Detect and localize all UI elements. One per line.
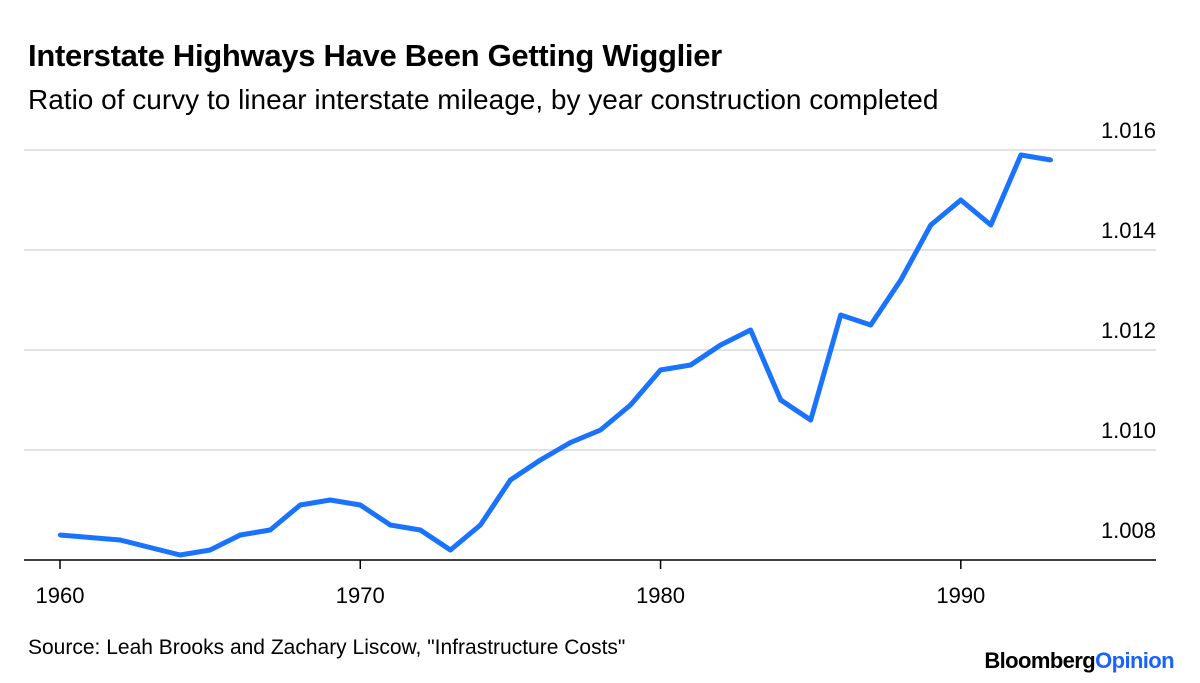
data-point: [358, 502, 363, 508]
data-point: [117, 537, 123, 543]
data-point: [568, 440, 573, 445]
data-point: [1018, 152, 1024, 158]
data-point: [207, 547, 213, 553]
data-point: [147, 545, 153, 550]
brand-logo-part2: Opinion: [1095, 648, 1175, 673]
x-tick-label: 1980: [636, 583, 685, 608]
data-point: [87, 535, 93, 540]
data-point: [418, 527, 423, 533]
data-point: [868, 322, 873, 328]
data-point: [298, 502, 303, 508]
data-point: [598, 427, 603, 433]
data-point: [718, 342, 723, 348]
y-axis-ticks: 1.008 1.010 1.012 1.014 1.016: [1101, 118, 1156, 543]
data-point: [177, 552, 183, 558]
y-tick-label: 1.010: [1101, 418, 1156, 443]
data-point: [988, 222, 994, 228]
data-point: [267, 527, 273, 533]
data-point: [928, 222, 933, 228]
data-point: [237, 532, 243, 538]
data-point: [388, 522, 393, 528]
data-point: [658, 367, 663, 373]
data-point: [328, 497, 333, 503]
x-tick-label: 1990: [936, 583, 985, 608]
y-tick-label: 1.008: [1101, 518, 1156, 543]
x-tick-label: 1970: [336, 583, 385, 608]
data-point: [808, 417, 813, 423]
data-point: [778, 397, 783, 403]
x-tick-label: 1960: [36, 583, 85, 608]
brand-logo: BloombergOpinion: [984, 648, 1174, 674]
data-point: [628, 402, 633, 408]
brand-logo-part1: Bloomberg: [984, 648, 1096, 673]
y-tick-label: 1.016: [1101, 118, 1156, 143]
data-point: [57, 532, 63, 538]
data-point: [898, 277, 903, 283]
data-point: [538, 457, 543, 463]
data-point: [748, 327, 753, 333]
data-point: [1048, 157, 1054, 163]
data-point: [508, 477, 513, 483]
chart-subtitle: Ratio of curvy to linear interstate mile…: [28, 84, 939, 115]
y-tick-label: 1.012: [1101, 318, 1156, 343]
series-layer: [57, 152, 1054, 558]
data-point: [838, 312, 843, 318]
series-line: [59, 152, 1052, 558]
source-note: Source: Leah Brooks and Zachary Liscow, …: [28, 636, 626, 659]
data-point: [478, 522, 483, 528]
data-point: [958, 197, 964, 203]
data-point: [688, 362, 693, 368]
grid-lines: [24, 149, 1156, 451]
x-axis-ticks: 1960 1970 1980 1990: [36, 560, 985, 608]
data-point: [448, 547, 453, 553]
chart-title: Interstate Highways Have Been Getting Wi…: [28, 38, 722, 73]
y-tick-label: 1.014: [1101, 218, 1156, 243]
